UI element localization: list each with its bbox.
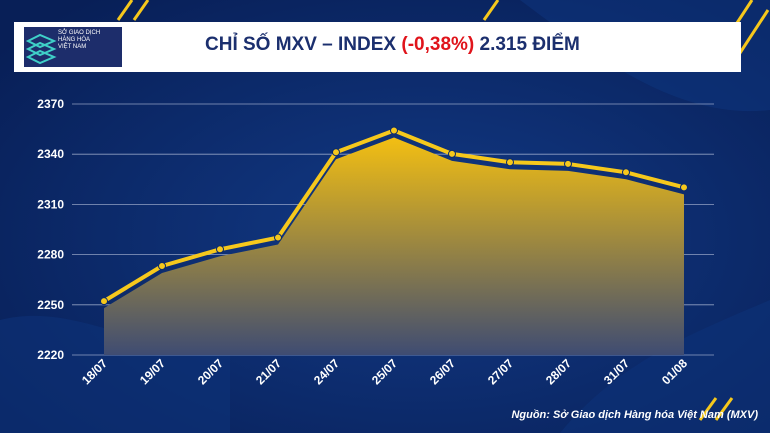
data-points: [100, 126, 688, 306]
data-point: [274, 233, 282, 242]
area-fill: [104, 137, 684, 355]
y-tick-label: 2280: [37, 248, 64, 262]
decor-wave: [560, 300, 770, 433]
logo-line: VIỆT NAM: [58, 44, 87, 50]
y-tick-label: 2310: [37, 197, 64, 211]
data-point: [216, 245, 224, 254]
title-prefix: CHỈ SỐ MXV – INDEX: [205, 34, 402, 55]
logo-line: HÀNG HÓA: [58, 37, 91, 43]
data-point: [100, 297, 108, 306]
data-point: [506, 158, 514, 167]
data-point: [622, 168, 630, 177]
chart-title: CHỈ SỐ MXV – INDEX (-0,38%) 2.315 ĐIỂM: [205, 34, 580, 60]
data-point: [448, 149, 456, 158]
decor-stripe: [482, 0, 500, 21]
y-tick-label: 2220: [37, 348, 64, 362]
title-banner: [14, 22, 741, 72]
data-point: [390, 126, 398, 135]
logo-text: SỞ GIAO DỊCH HÀNG HÓA VIỆT NAM: [58, 30, 118, 51]
data-area: [104, 137, 684, 355]
decor-stripe: [132, 0, 150, 21]
decor-stripe: [116, 0, 134, 21]
data-point: [158, 262, 166, 271]
data-point: [332, 148, 340, 157]
decor-stripe: [698, 397, 718, 421]
logo-line: SỞ GIAO DỊCH: [58, 30, 101, 36]
logo: [24, 27, 122, 67]
data-point: [680, 183, 688, 192]
decor-stripe: [736, 9, 770, 57]
y-tick-label: 2250: [37, 298, 64, 312]
decor-stripe: [714, 397, 734, 421]
title-suffix: 2.315 ĐIỂM: [474, 34, 580, 55]
title-change: (-0,38%): [401, 34, 475, 55]
y-tick-label: 2340: [37, 147, 64, 161]
y-tick-label: 2370: [37, 97, 64, 111]
logo-emblem-icon: [25, 33, 57, 65]
source-note: Nguồn: Sở Giao dịch Hàng hóa Việt Nam (M…: [511, 409, 758, 421]
y-axis-ticks: 2220 2250 2280 2310 2340 2370: [37, 97, 64, 362]
data-point: [564, 159, 572, 168]
